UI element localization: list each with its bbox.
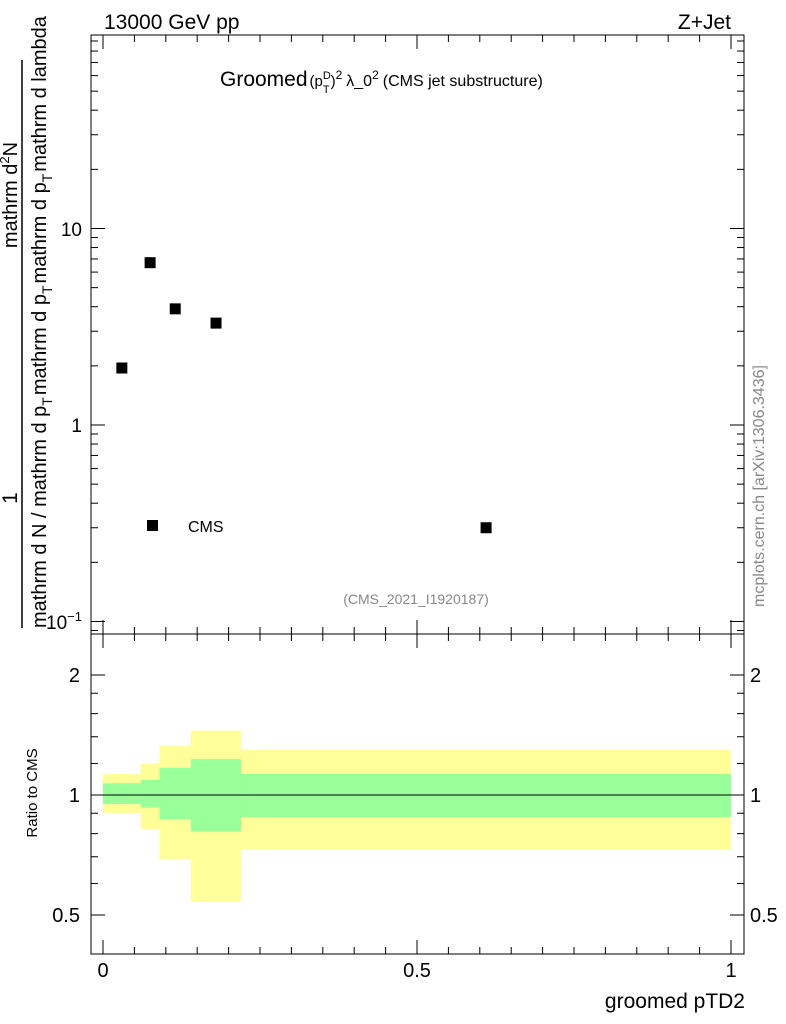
ratio-ytick-label-1-right: 1 bbox=[750, 785, 761, 807]
main-ylabel: 1 mathrm d N / mathrm d pTmathrm d pTmat… bbox=[0, 15, 55, 628]
xaxis-label: groomed pTD2 bbox=[605, 990, 745, 1013]
mcplots-watermark: mcplots.cern.ch [arXiv:1306.3436] bbox=[751, 365, 768, 607]
ylabel-denominator: mathrm d N / mathrm d pTmathrm d pTmathr… bbox=[29, 15, 55, 628]
ytick-label-0.1: 10−1 bbox=[46, 609, 82, 634]
xtick-label-0: 0 bbox=[97, 960, 108, 982]
legend-marker-cms bbox=[147, 520, 158, 531]
legend-label-cms: CMS bbox=[188, 519, 224, 536]
xtick-label-1: 1 bbox=[725, 960, 736, 982]
ratio-uncertainty-bands bbox=[103, 730, 731, 902]
ylabel-numerator-right: mathrm d2N bbox=[0, 142, 22, 248]
ratio-ytick-label-0.5: 0.5 bbox=[52, 905, 80, 927]
data-point-cms bbox=[169, 303, 181, 315]
ratio-stat-band bbox=[159, 767, 191, 820]
ratio-ylabel: Ratio to CMS bbox=[24, 748, 41, 837]
header-process-label: Z+Jet bbox=[678, 11, 731, 34]
analysis-tag: (CMS_2021_I1920187) bbox=[343, 591, 489, 607]
data-point-cms bbox=[480, 522, 492, 534]
main-axis-ticks bbox=[91, 35, 744, 634]
ytick-label-1: 1 bbox=[71, 416, 82, 437]
ratio-ytick-label-2: 2 bbox=[69, 665, 80, 687]
ytick-label-10: 10 bbox=[61, 220, 82, 241]
ratio-ytick-label-2-right: 2 bbox=[750, 665, 761, 687]
data-point-cms bbox=[116, 362, 128, 374]
data-point-cms bbox=[144, 257, 156, 269]
xtick-label-0.5: 0.5 bbox=[403, 960, 431, 982]
plot-title: Groomed (pD T)2 λ_02 (CMS jet substructure) bbox=[220, 68, 543, 96]
header-energy-label: 13000 GeV pp bbox=[104, 11, 239, 34]
ratio-ytick-label-0.5-right: 0.5 bbox=[750, 905, 778, 927]
ratio-stat-band bbox=[103, 783, 141, 804]
ratio-axis-ticks bbox=[91, 634, 744, 954]
ratio-ytick-label-1: 1 bbox=[69, 785, 80, 807]
ratio-stat-band bbox=[140, 780, 160, 808]
main-plot-frame bbox=[90, 34, 745, 635]
data-point-cms bbox=[210, 317, 222, 329]
ylabel-numerator-one: 1 bbox=[0, 492, 22, 504]
main-data-points bbox=[116, 257, 492, 534]
